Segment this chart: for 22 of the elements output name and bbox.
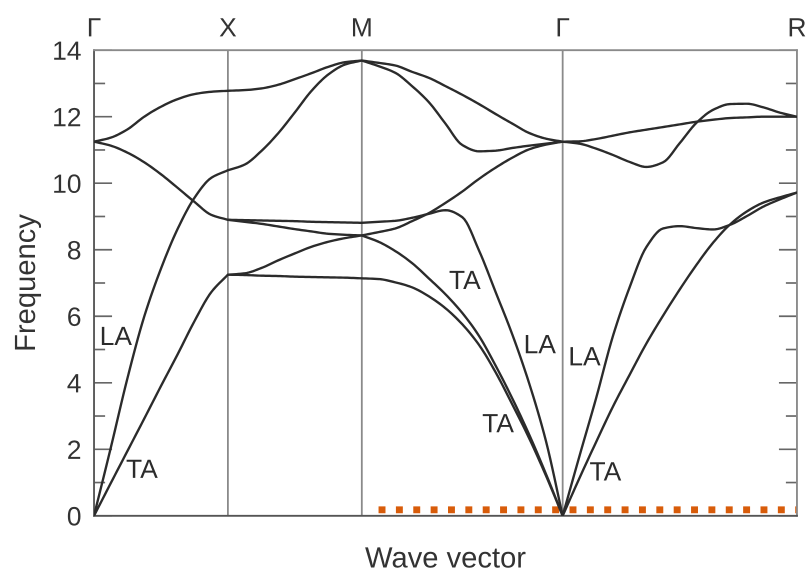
text: TA	[590, 462, 622, 480]
series-label: TA	[482, 414, 514, 432]
series-label: TA	[450, 270, 481, 290]
y-tick-label: 10	[54, 174, 80, 194]
text: TA	[126, 460, 158, 478]
y-tick-label: 6	[68, 307, 80, 326]
y-axis-title: Frequency	[14, 214, 42, 350]
x-tick-label: R	[790, 18, 806, 36]
series-label: LA	[102, 326, 132, 346]
y-tick-label: 12	[54, 108, 80, 126]
y-tick-label: 2	[68, 440, 80, 459]
y-tick-label: 8	[68, 240, 80, 260]
x-tick-label: Γ	[88, 18, 101, 36]
text: LA	[526, 335, 556, 354]
x-tick-label: Γ	[558, 18, 570, 36]
y-tick-label: 4	[67, 374, 81, 392]
x-axis-title: Wave vector	[365, 547, 526, 568]
series-label: LA	[570, 347, 601, 366]
x-tick-label: X	[220, 18, 236, 36]
x-tick-label: M	[352, 18, 371, 36]
y-tick-label: 0	[68, 506, 80, 526]
y-tick-label: 14	[54, 42, 81, 60]
